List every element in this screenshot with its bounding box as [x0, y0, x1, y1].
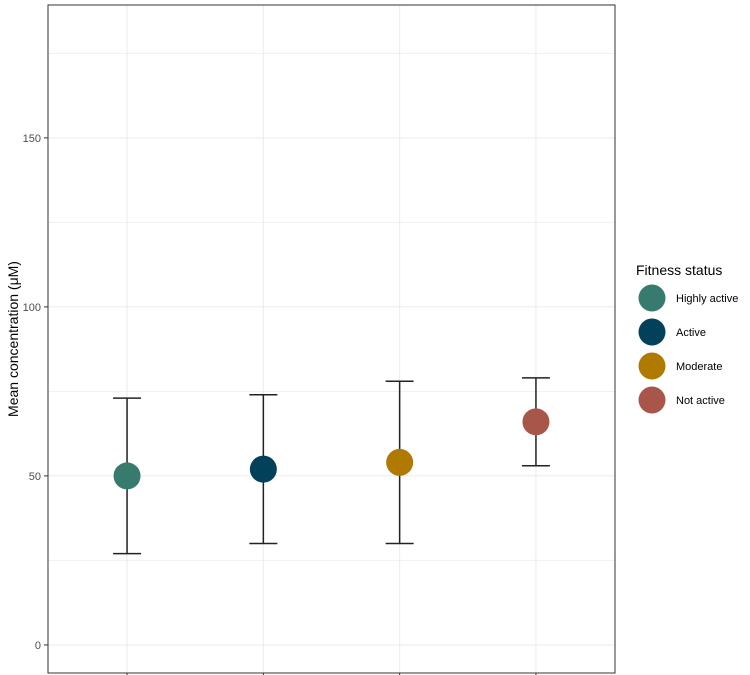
- legend-key: [638, 284, 666, 312]
- legend-key: [638, 318, 666, 346]
- legend-label: Highly active: [676, 293, 738, 305]
- legend-label: Not active: [676, 395, 725, 407]
- y-tick-label: 0: [35, 640, 41, 652]
- legend-title: Fitness status: [636, 262, 722, 278]
- data-point-moderate: [386, 448, 414, 476]
- y-tick-label: 100: [23, 302, 41, 314]
- y-tick-label: 50: [29, 471, 41, 483]
- legend-label: Moderate: [676, 361, 722, 373]
- y-tick-label: 150: [23, 133, 41, 145]
- y-axis-label: Mean concentration (μM): [5, 261, 21, 417]
- panel-border: [47, 4, 616, 674]
- legend-key: [638, 386, 666, 414]
- data-point-active: [249, 455, 277, 483]
- legend-label: Active: [676, 327, 706, 339]
- data-point-highly-active: [113, 462, 141, 490]
- legend-key: [638, 352, 666, 380]
- data-point-not-active: [522, 408, 550, 436]
